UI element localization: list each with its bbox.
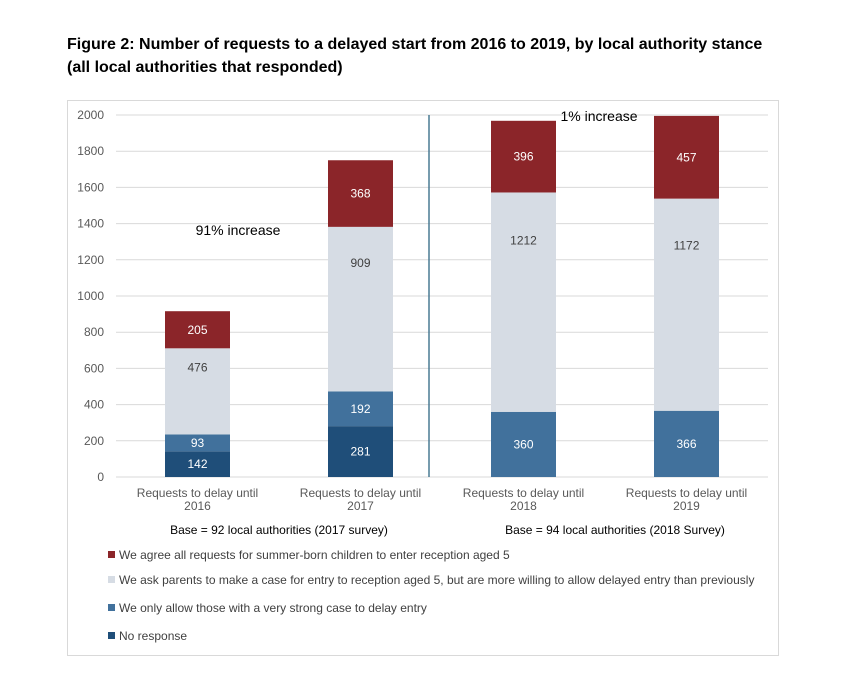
bar-segment — [654, 198, 719, 411]
data-label: 192 — [350, 402, 370, 416]
data-label: 1172 — [674, 238, 700, 252]
y-tick-label: 1000 — [77, 289, 104, 303]
base-note: Base = 92 local authorities (2017 survey… — [170, 523, 388, 537]
legend-swatch-no-response — [108, 632, 115, 639]
bar-segment — [165, 451, 230, 477]
data-label: 93 — [191, 436, 205, 450]
data-label: 368 — [350, 187, 370, 201]
bar-segment — [165, 311, 230, 349]
data-label: 360 — [513, 437, 533, 451]
y-tick-label: 1200 — [77, 253, 104, 267]
legend-label-make-a-case: We ask parents to make a case for entry … — [119, 573, 755, 587]
bar-segment — [654, 410, 719, 477]
bar-segment — [328, 160, 393, 227]
legend-swatch-agree-all — [108, 551, 115, 558]
bar-segment — [491, 192, 556, 412]
legend-swatch-make-a-case — [108, 576, 115, 583]
x-category-label: 2018 — [510, 499, 537, 513]
y-tick-label: 200 — [84, 434, 104, 448]
annotation-91-increase: 91% increase — [196, 222, 281, 238]
bar-segment — [328, 226, 393, 392]
legend-entry-strong-case: We only allow those with a very strong c… — [108, 602, 427, 614]
y-tick-label: 400 — [84, 398, 104, 412]
annotation-1-increase: 1% increase — [560, 108, 637, 124]
x-category-label: 2016 — [184, 499, 211, 513]
legend-entry-no-response: No response — [108, 630, 187, 642]
x-category-label: Requests to delay until — [300, 486, 421, 500]
data-label: 1212 — [510, 234, 537, 248]
y-tick-label: 0 — [97, 470, 104, 484]
data-label: 205 — [187, 323, 207, 337]
data-label: 396 — [513, 150, 533, 164]
x-category-label: Requests to delay until — [463, 486, 584, 500]
bar-segment — [165, 348, 230, 435]
stacked-bar-chart: 0 200 400 600 800 1000 1200 1400 1600 1800 2000 142… — [77, 108, 768, 537]
bar-segment — [491, 411, 556, 477]
data-label: 281 — [350, 445, 370, 459]
x-category-label: 2017 — [347, 499, 374, 513]
legend-entry-agree-all: We agree all requests for summer-born ch… — [108, 549, 510, 561]
bar-segment — [328, 391, 393, 427]
data-label: 476 — [187, 360, 207, 374]
base-note: Base = 94 local authorities (2018 Survey… — [505, 523, 725, 537]
data-label: 457 — [676, 150, 696, 164]
legend-label-strong-case: We only allow those with a very strong c… — [119, 601, 427, 615]
y-tick-label: 1600 — [77, 180, 104, 194]
y-tick-label: 2000 — [77, 108, 104, 122]
x-category-label: Requests to delay until — [626, 486, 747, 500]
chart-frame: 0 200 400 600 800 1000 1200 1400 1600 1800 2000 142… — [67, 100, 779, 656]
data-label: 142 — [187, 457, 207, 471]
y-tick-label: 600 — [84, 361, 104, 375]
bar-segment — [654, 115, 719, 199]
x-category-label: Requests to delay until — [137, 486, 258, 500]
y-tick-label: 1800 — [77, 144, 104, 158]
legend-label-no-response: No response — [119, 629, 188, 643]
legend-label-agree-all: We agree all requests for summer-born ch… — [119, 548, 510, 562]
bar-segment — [328, 426, 393, 477]
y-tick-label: 800 — [84, 325, 104, 339]
data-label: 366 — [676, 437, 696, 451]
figure-title: Figure 2: Number of requests to a delaye… — [67, 36, 763, 76]
legend-swatch-strong-case — [108, 604, 115, 611]
y-tick-label: 1400 — [77, 217, 104, 231]
x-category-label: 2019 — [673, 499, 700, 513]
legend-entry-make-a-case: We ask parents to make a case for entry … — [108, 574, 778, 586]
bar-segment — [491, 120, 556, 193]
data-label: 909 — [350, 256, 370, 270]
bar-segment — [165, 434, 230, 452]
